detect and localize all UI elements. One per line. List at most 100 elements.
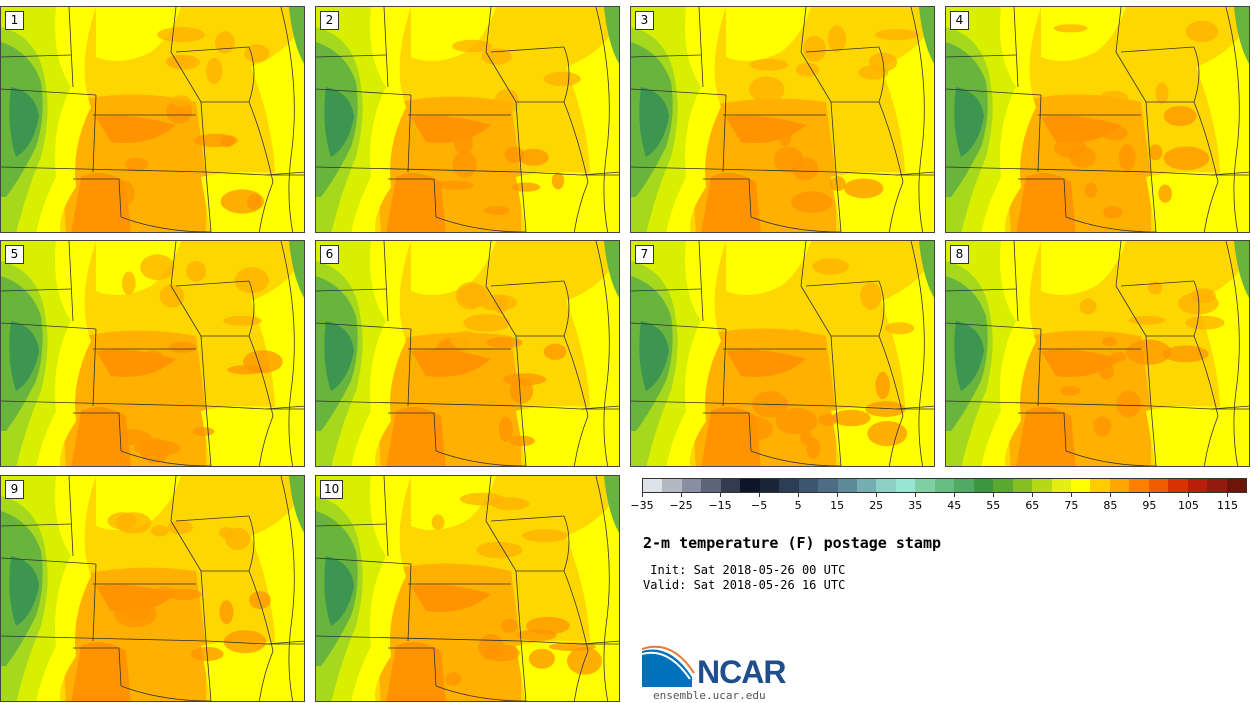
temperature-map [631, 7, 934, 232]
colorbar-swatch [1207, 479, 1227, 492]
temperature-map [946, 7, 1249, 232]
colorbar-tick-mark [798, 493, 800, 497]
map-panel: 7 [630, 240, 935, 467]
colorbar-tick-label: −35 [630, 499, 654, 512]
panel-label: 8 [950, 245, 969, 264]
colorbar-swatch [818, 479, 838, 492]
colorbar-tick-label: 75 [1064, 499, 1079, 512]
colorbar-tick-label: 115 [1216, 499, 1238, 512]
map-panel: 9 [0, 475, 305, 702]
colorbar-swatch [1187, 479, 1208, 492]
map-panel: 3 [630, 6, 935, 233]
colorbar-swatch [1051, 479, 1071, 492]
colorbar-swatch [934, 479, 955, 492]
colorbar-tick-label: −25 [669, 499, 693, 512]
colorbar-tick-label: 25 [869, 499, 884, 512]
colorbar-swatch [701, 479, 721, 492]
colorbar-tick-mark [915, 493, 917, 497]
panel-label: 5 [5, 245, 24, 264]
colorbar-tick-mark [759, 493, 761, 497]
colorbar-tick-label: 35 [908, 499, 923, 512]
logo-wordmark: NCAR [697, 654, 786, 690]
colorbar-tick-mark [642, 493, 643, 497]
colorbar-tick-label: 5 [794, 499, 802, 512]
map-panel: 8 [945, 240, 1250, 467]
colorbar-swatch [1070, 479, 1091, 492]
temperature-map [1, 476, 304, 701]
map-panel: 2 [315, 6, 620, 233]
panel-label: 3 [635, 11, 654, 30]
colorbar-tick-mark [681, 493, 683, 497]
colorbar-swatch [662, 479, 682, 492]
temperature-map [946, 241, 1249, 466]
colorbar-tick-label: 105 [1177, 499, 1199, 512]
colorbar-swatch [798, 479, 819, 492]
colorbar-tick-mark [1071, 493, 1073, 497]
colorbar-swatch [1032, 479, 1052, 492]
colorbar-tick-mark [1149, 493, 1151, 497]
map-panel: 5 [0, 240, 305, 467]
temperature-map [316, 476, 619, 701]
colorbar-swatch [779, 479, 799, 492]
colorbar-swatch [973, 479, 994, 492]
temperature-map [316, 7, 619, 232]
colorbar-tick-label: 85 [1103, 499, 1118, 512]
colorbar-swatch [1090, 479, 1110, 492]
colorbar-tick-mark [993, 493, 995, 497]
colorbar-tick-label: 95 [1142, 499, 1157, 512]
colorbar-tick-mark [837, 493, 839, 497]
colorbar-tick-label: −15 [708, 499, 732, 512]
panel-label: 4 [950, 11, 969, 30]
init-time: Init: Sat 2018-05-26 00 UTC [643, 563, 846, 577]
colorbar-swatch [1012, 479, 1033, 492]
temperature-map [316, 241, 619, 466]
map-panel: 10 [315, 475, 620, 702]
colorbar-swatch [1226, 479, 1247, 492]
panel-label: 7 [635, 245, 654, 264]
temperature-colorbar [642, 478, 1247, 493]
ncar-logo-icon [642, 645, 695, 687]
colorbar-tick-label: 55 [986, 499, 1001, 512]
colorbar-tick-label: 65 [1025, 499, 1040, 512]
colorbar-tick-label: 15 [830, 499, 845, 512]
colorbar-swatch [740, 479, 760, 492]
colorbar-swatch [837, 479, 857, 492]
colorbar-tick-mark [876, 493, 878, 497]
map-panel: 1 [0, 6, 305, 233]
colorbar-tick-label: 45 [947, 499, 962, 512]
colorbar-ticks: −35 −25 −15 −5 5 15 25 35 45 55 65 75 85 95 105 115 [630, 493, 1247, 513]
colorbar-swatch [1148, 479, 1169, 492]
colorbar-swatch [720, 479, 741, 492]
map-panel: 6 [315, 240, 620, 467]
temperature-map [631, 241, 934, 466]
temperature-map [1, 241, 304, 466]
valid-time: Valid: Sat 2018-05-26 16 UTC [643, 578, 846, 592]
colorbar-tick-mark [1227, 493, 1229, 497]
colorbar-tick-mark [1110, 493, 1112, 497]
colorbar-tick-mark [954, 493, 956, 497]
temperature-map [1, 7, 304, 232]
colorbar-swatch [643, 479, 663, 492]
colorbar-swatch [1129, 479, 1149, 492]
colorbar-swatch [1109, 479, 1130, 492]
panel-label: 6 [320, 245, 339, 264]
colorbar-tick-mark [1188, 493, 1190, 497]
colorbar-swatch [876, 479, 896, 492]
colorbar-tick-mark [1032, 493, 1034, 497]
colorbar-swatch [1168, 479, 1188, 492]
colorbar-swatch [759, 479, 780, 492]
panel-label: 2 [320, 11, 339, 30]
panel-label: 1 [5, 11, 24, 30]
colorbar-tick-label: −5 [750, 499, 768, 512]
panel-label: 9 [5, 480, 24, 499]
colorbar-swatch [895, 479, 916, 492]
website-url: ensemble.ucar.edu [653, 689, 766, 702]
map-panel: 4 [945, 6, 1250, 233]
panel-label: 10 [320, 480, 344, 499]
chart-title: 2-m temperature (F) postage stamp [643, 534, 942, 552]
colorbar-swatch [856, 479, 877, 492]
colorbar-swatch [915, 479, 935, 492]
colorbar-swatch [681, 479, 702, 492]
colorbar-tick-mark [720, 493, 722, 497]
colorbar-swatch [993, 479, 1013, 492]
